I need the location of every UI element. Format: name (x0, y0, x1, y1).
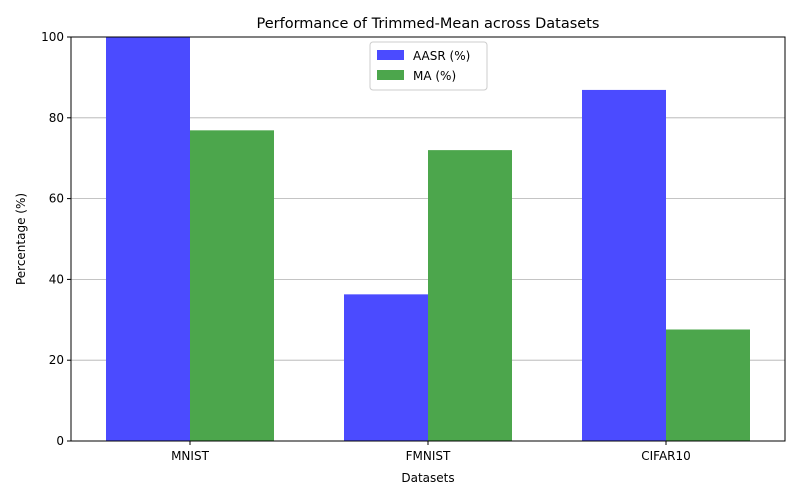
legend-label: AASR (%) (413, 49, 470, 63)
y-tick-label: 20 (49, 353, 64, 367)
y-tick-label: 40 (49, 272, 64, 286)
x-tick-label: MNIST (171, 449, 209, 463)
legend: AASR (%) MA (%) (369, 41, 488, 91)
y-tick-label: 80 (49, 111, 64, 125)
bars (106, 37, 750, 441)
y-axis-ticks: 0 20 40 60 80 100 (41, 30, 71, 448)
x-tick-label: FMNIST (406, 449, 451, 463)
bar-ma-cifar10 (666, 329, 750, 441)
bar-ma-mnist (190, 130, 274, 441)
x-tick-label: CIFAR10 (641, 449, 691, 463)
x-axis-ticks: MNIST FMNIST CIFAR10 (171, 441, 691, 463)
bar-aasr-fmnist (344, 294, 428, 441)
y-tick-label: 100 (41, 30, 64, 44)
bar-aasr-cifar10 (582, 89, 666, 441)
bar-aasr-mnist (106, 37, 190, 441)
chart-title: Performance of Trimmed-Mean across Datas… (257, 16, 600, 32)
y-tick-label: 0 (56, 434, 64, 448)
legend-swatch (377, 50, 404, 60)
legend-swatch (377, 70, 404, 80)
legend-label: MA (%) (413, 69, 456, 83)
y-axis-title: Percentage (%) (14, 193, 28, 285)
x-axis-title: Datasets (401, 471, 454, 485)
bar-ma-fmnist (428, 150, 512, 441)
y-tick-label: 60 (49, 192, 64, 206)
